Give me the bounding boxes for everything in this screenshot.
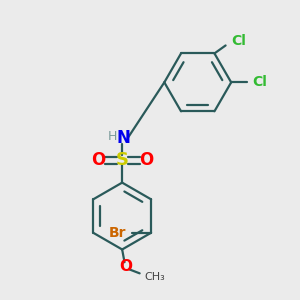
Text: Cl: Cl: [253, 75, 268, 89]
Text: O: O: [139, 151, 153, 169]
Text: O: O: [119, 260, 132, 274]
Text: CH₃: CH₃: [144, 272, 165, 281]
Text: S: S: [116, 151, 129, 169]
Text: N: N: [117, 129, 131, 147]
Text: Cl: Cl: [231, 34, 246, 48]
Text: Br: Br: [109, 226, 126, 240]
Text: O: O: [91, 151, 105, 169]
Text: H: H: [108, 130, 117, 143]
